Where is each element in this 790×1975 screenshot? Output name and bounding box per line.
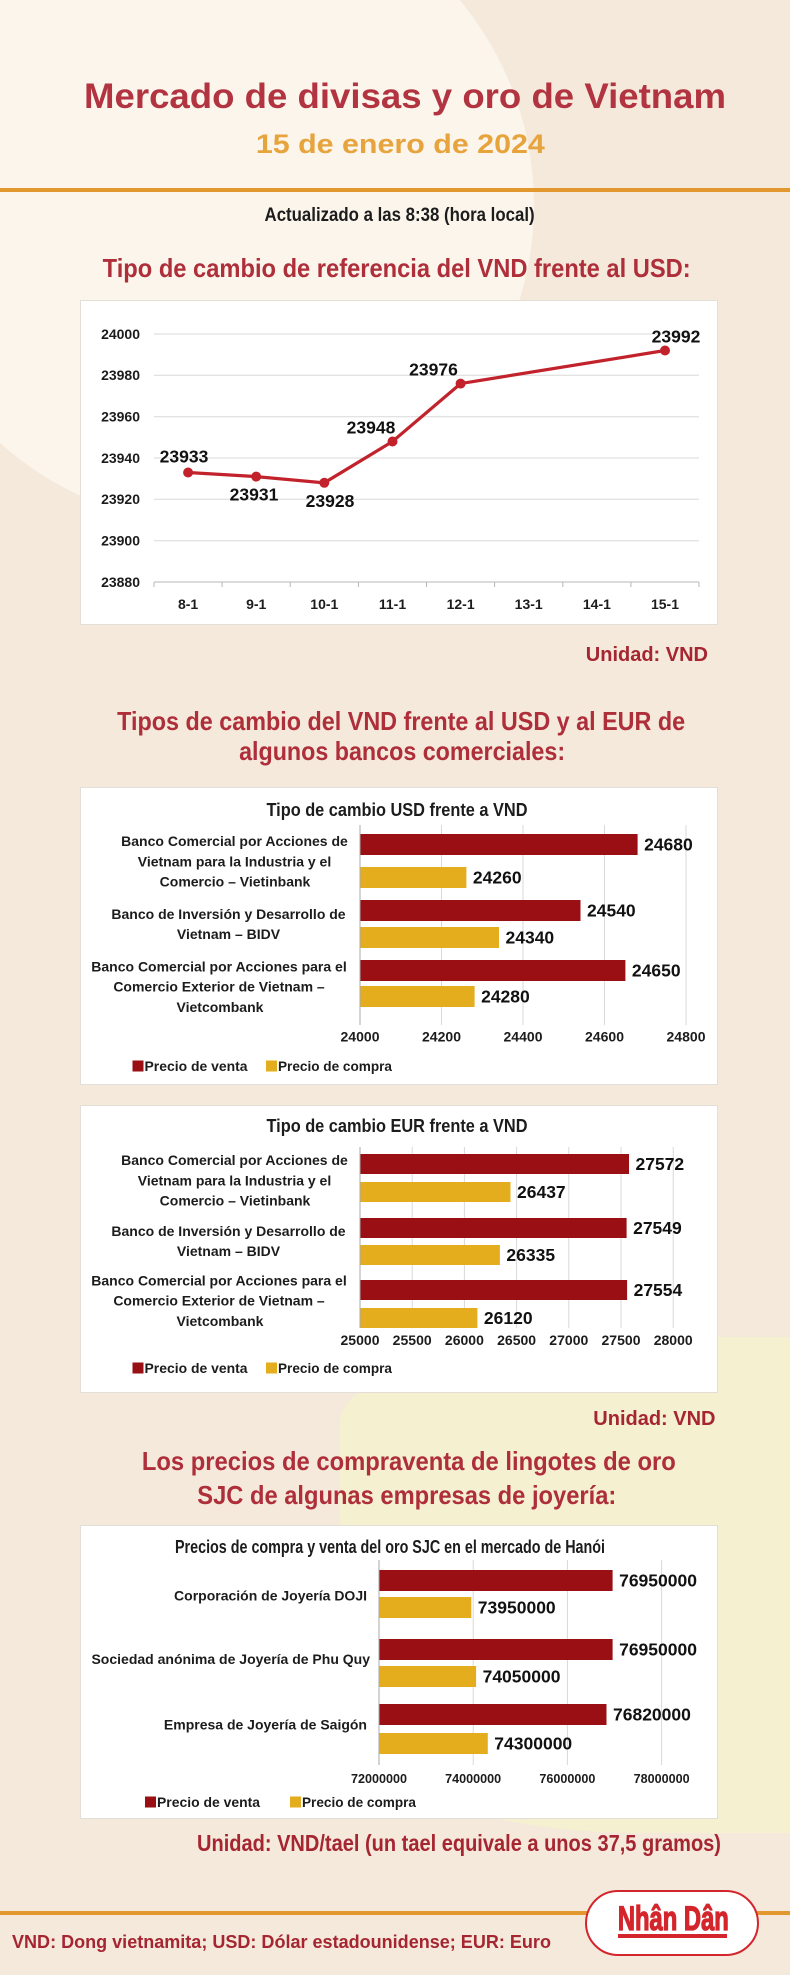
svg-text:25500: 25500 <box>393 1332 432 1348</box>
svg-text:Vietnam para la Industria y el: Vietnam para la Industria y el <box>138 854 331 870</box>
svg-text:14-1: 14-1 <box>583 596 611 612</box>
svg-text:Banco Comercial por Acciones p: Banco Comercial por Acciones para el <box>91 959 346 975</box>
svg-text:Banco de Inversión y Desarroll: Banco de Inversión y Desarrollo de <box>111 906 345 922</box>
svg-text:8-1: 8-1 <box>178 596 198 612</box>
svg-text:27500: 27500 <box>602 1332 641 1348</box>
svg-text:Vietnam – BIDV: Vietnam – BIDV <box>177 1243 281 1259</box>
svg-text:27554: 27554 <box>634 1280 683 1300</box>
svg-text:9-1: 9-1 <box>246 596 266 612</box>
svg-text:23976: 23976 <box>409 360 458 380</box>
svg-text:Corporación de Joyería DOJI: Corporación de Joyería DOJI <box>174 1588 367 1604</box>
svg-text:23931: 23931 <box>230 485 279 505</box>
svg-text:24260: 24260 <box>473 868 522 888</box>
svg-text:24540: 24540 <box>587 901 636 921</box>
svg-text:24000: 24000 <box>341 1029 380 1045</box>
svg-text:Precios de compra y venta del: Precios de compra y venta del oro SJC en… <box>175 1537 605 1557</box>
svg-text:26120: 26120 <box>484 1308 533 1328</box>
svg-text:23940: 23940 <box>101 450 140 466</box>
svg-text:24650: 24650 <box>632 961 681 981</box>
svg-text:72000000: 72000000 <box>351 1772 407 1786</box>
svg-text:23948: 23948 <box>347 418 396 438</box>
svg-text:Precio de venta: Precio de venta <box>157 1794 260 1810</box>
svg-text:78000000: 78000000 <box>634 1772 690 1786</box>
svg-text:Precio de venta: Precio de venta <box>145 1058 248 1074</box>
svg-text:Tipo de cambio USD frente a VN: Tipo de cambio USD frente a VND <box>267 800 528 820</box>
svg-text:23928: 23928 <box>306 491 355 511</box>
svg-text:Vietcombank: Vietcombank <box>177 1313 264 1329</box>
svg-text:73950000: 73950000 <box>478 1598 556 1618</box>
svg-text:24000: 24000 <box>101 326 140 342</box>
svg-text:Comercio Exterior de Vietnam –: Comercio Exterior de Vietnam – <box>113 979 325 995</box>
svg-text:76950000: 76950000 <box>619 1571 697 1591</box>
svg-text:25000: 25000 <box>341 1332 380 1348</box>
svg-text:27000: 27000 <box>549 1332 588 1348</box>
svg-text:26500: 26500 <box>497 1332 536 1348</box>
svg-text:24680: 24680 <box>644 835 693 855</box>
svg-text:11-1: 11-1 <box>379 596 406 612</box>
svg-text:Banco Comercial por Acciones d: Banco Comercial por Acciones de <box>121 833 348 849</box>
svg-text:74050000: 74050000 <box>483 1667 561 1687</box>
svg-text:Comercio Exterior de Vietnam –: Comercio Exterior de Vietnam – <box>113 1293 325 1309</box>
svg-text:Tipo de cambio EUR frente a VN: Tipo de cambio EUR frente a VND <box>267 1116 528 1136</box>
svg-text:Banco Comercial por Acciones p: Banco Comercial por Acciones para el <box>91 1273 346 1289</box>
svg-text:23920: 23920 <box>101 491 140 507</box>
svg-text:23900: 23900 <box>101 533 140 549</box>
svg-text:Banco Comercial por Acciones d: Banco Comercial por Acciones de <box>121 1152 348 1168</box>
svg-text:24340: 24340 <box>506 928 555 948</box>
svg-text:74000000: 74000000 <box>445 1772 501 1786</box>
svg-text:Banco de Inversión y Desarroll: Banco de Inversión y Desarrollo de <box>111 1223 345 1239</box>
svg-text:Precio de venta: Precio de venta <box>145 1360 248 1376</box>
svg-text:Precio de compra: Precio de compra <box>278 1360 392 1376</box>
svg-text:Empresa de Joyería de Saigón: Empresa de Joyería de Saigón <box>164 1717 367 1733</box>
svg-text:24400: 24400 <box>504 1029 543 1045</box>
svg-text:Precio de compra: Precio de compra <box>278 1058 392 1074</box>
svg-text:Vietnam para la Industria y el: Vietnam para la Industria y el <box>138 1173 331 1189</box>
svg-text:76000000: 76000000 <box>539 1772 595 1786</box>
svg-text:23880: 23880 <box>101 574 140 590</box>
svg-text:27572: 27572 <box>636 1154 685 1174</box>
svg-text:Vietcombank: Vietcombank <box>177 999 264 1015</box>
svg-text:27549: 27549 <box>633 1218 682 1238</box>
svg-text:26000: 26000 <box>445 1332 484 1348</box>
svg-text:13-1: 13-1 <box>515 596 543 612</box>
svg-text:23933: 23933 <box>160 447 209 467</box>
svg-text:23960: 23960 <box>101 409 140 425</box>
svg-text:Precio de compra: Precio de compra <box>302 1794 416 1810</box>
svg-text:23980: 23980 <box>101 367 140 383</box>
svg-text:12-1: 12-1 <box>447 596 475 612</box>
svg-text:24280: 24280 <box>481 987 530 1007</box>
svg-text:23992: 23992 <box>652 327 701 347</box>
svg-text:15-1: 15-1 <box>651 596 679 612</box>
svg-text:74300000: 74300000 <box>494 1734 572 1754</box>
svg-text:26437: 26437 <box>517 1182 566 1202</box>
svg-text:76950000: 76950000 <box>619 1640 697 1660</box>
svg-text:24200: 24200 <box>422 1029 461 1045</box>
svg-text:26335: 26335 <box>506 1245 555 1265</box>
svg-text:Comercio – Vietinbank: Comercio – Vietinbank <box>160 1193 311 1209</box>
svg-text:24600: 24600 <box>585 1029 624 1045</box>
svg-text:24800: 24800 <box>667 1029 706 1045</box>
svg-text:76820000: 76820000 <box>613 1705 691 1725</box>
svg-text:Vietnam – BIDV: Vietnam – BIDV <box>177 926 281 942</box>
svg-text:Comercio – Vietinbank: Comercio – Vietinbank <box>160 874 311 890</box>
svg-text:10-1: 10-1 <box>310 596 338 612</box>
svg-text:28000: 28000 <box>654 1332 693 1348</box>
svg-text:Sociedad anónima de Joyería de: Sociedad anónima de Joyería de Phu Quy <box>91 1651 370 1667</box>
